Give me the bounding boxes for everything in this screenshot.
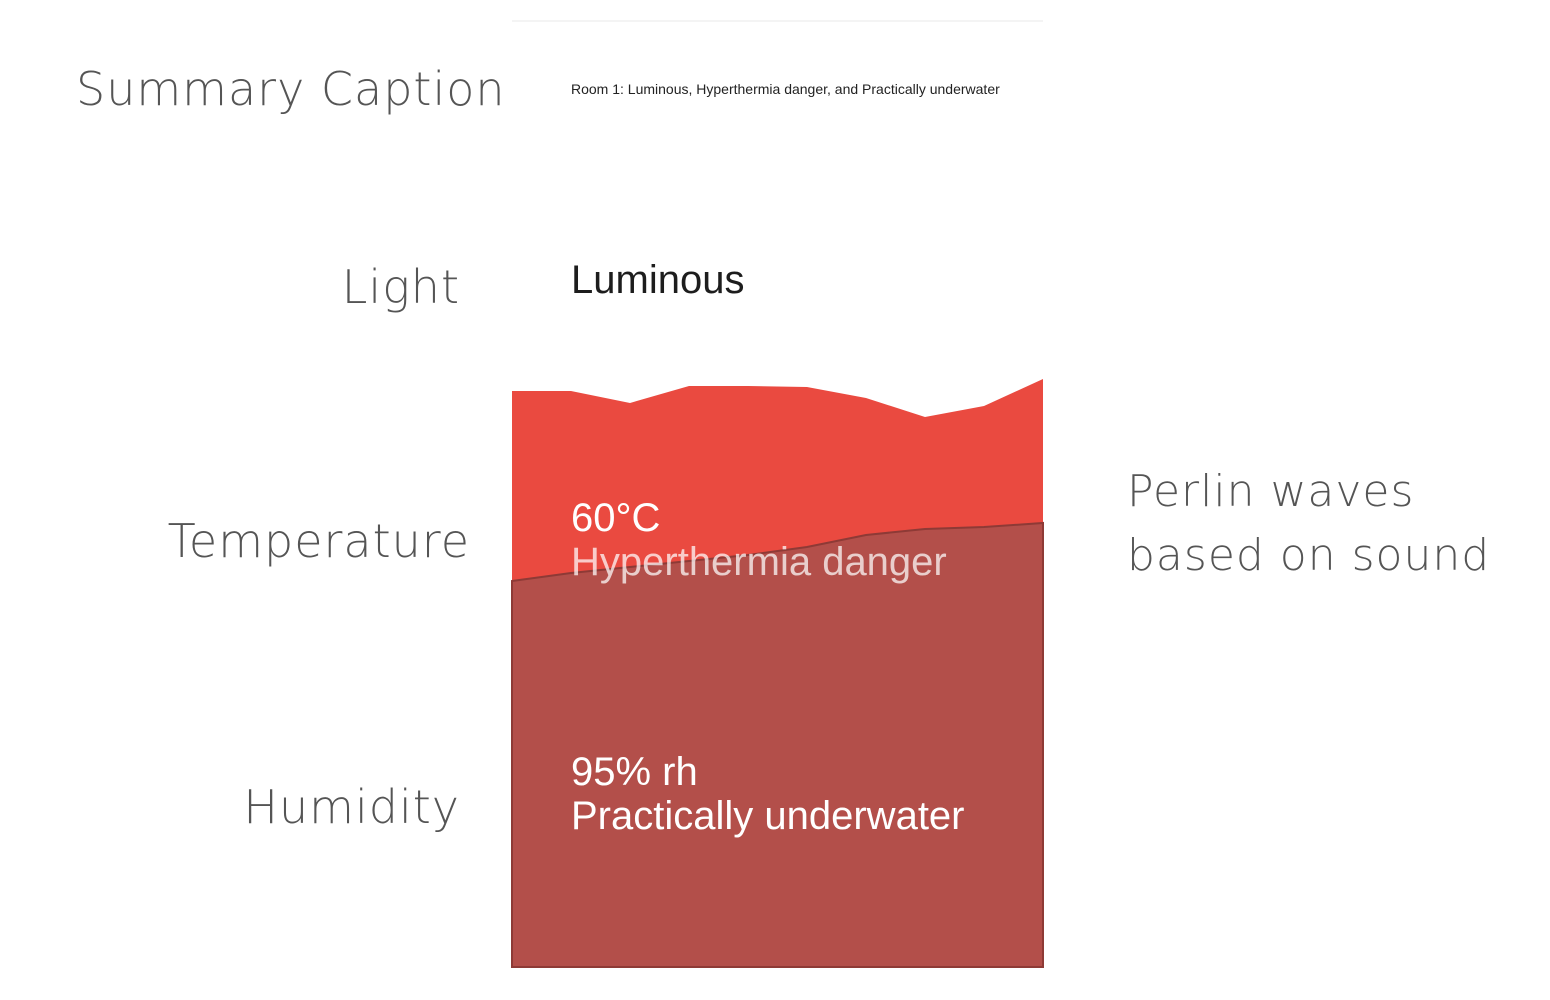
- temperature-description: Hyperthermia danger: [571, 540, 947, 584]
- humidity-label: Humidity: [243, 780, 460, 834]
- summary-caption-label: Summary Caption: [76, 62, 506, 116]
- humidity-value: 95% rh: [571, 750, 698, 794]
- annotation-line-2: based on sound: [1127, 530, 1491, 581]
- humidity-wave: [511, 521, 1044, 968]
- annotation-line-1: Perlin waves: [1127, 466, 1415, 517]
- temperature-value: 60°C: [571, 496, 661, 540]
- summary-caption-text: Room 1: Luminous, Hyperthermia danger, a…: [571, 81, 1000, 97]
- room-panel: Room 1: Luminous, Hyperthermia danger, a…: [511, 20, 1044, 968]
- light-value: Luminous: [571, 258, 745, 302]
- temperature-label: Temperature: [167, 514, 470, 568]
- panel-top-divider: [512, 20, 1043, 22]
- humidity-description: Practically underwater: [571, 794, 965, 838]
- perlin-waves-annotation: Perlin waves based on sound: [1127, 460, 1490, 588]
- perlin-waves: [511, 379, 1044, 968]
- light-label: Light: [341, 260, 460, 314]
